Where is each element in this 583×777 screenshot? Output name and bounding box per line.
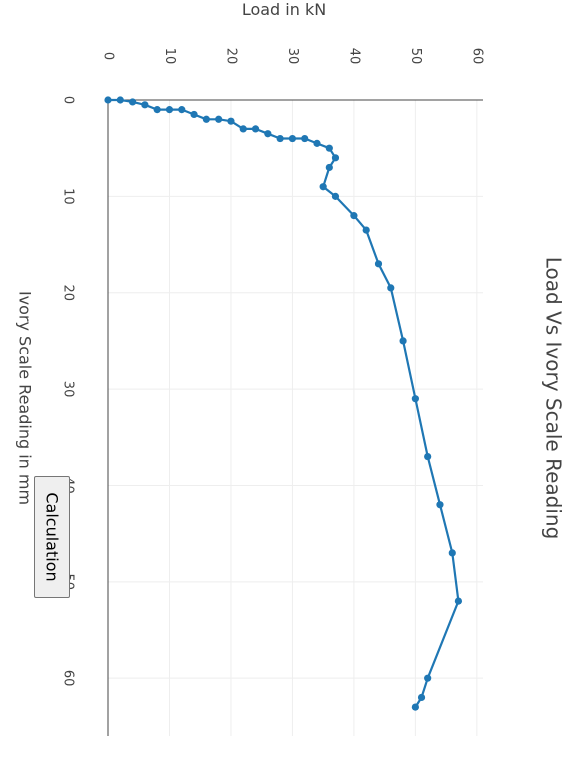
data-point — [104, 96, 112, 104]
data-point — [331, 154, 340, 162]
data-point — [448, 549, 456, 557]
data-series — [104, 96, 463, 711]
tick-labels: 01020304050600102030405060 — [61, 48, 485, 687]
data-point — [251, 125, 260, 133]
data-point — [141, 101, 149, 109]
data-point — [411, 703, 419, 711]
y-tick-label: 40 — [346, 48, 361, 65]
data-point — [374, 260, 383, 268]
data-point — [301, 134, 309, 143]
data-point — [153, 106, 161, 114]
data-point — [313, 139, 321, 147]
y-tick-label: 0 — [101, 52, 116, 60]
chart-title: Load Vs Ivory Scale Reading — [542, 257, 566, 540]
data-point — [417, 693, 426, 702]
data-point — [411, 395, 419, 403]
data-point — [331, 192, 340, 200]
calculation-button-label: Calculation — [42, 492, 62, 582]
y-axis-title: Load in kN — [242, 0, 326, 19]
y-tick-label: 60 — [469, 48, 484, 65]
x-tick-label: 10 — [61, 188, 76, 205]
data-point — [350, 212, 358, 220]
series-line — [108, 98, 460, 708]
data-point — [399, 337, 407, 345]
data-point — [276, 134, 284, 143]
data-point — [288, 134, 297, 143]
data-point — [227, 117, 235, 125]
data-point — [190, 110, 198, 119]
y-tick-label: 20 — [223, 48, 238, 65]
data-point — [319, 183, 327, 191]
x-tick-label: 20 — [61, 284, 76, 301]
data-point — [128, 98, 137, 106]
data-point — [325, 144, 333, 152]
data-point — [387, 284, 395, 292]
data-point — [202, 115, 210, 123]
data-point — [424, 674, 432, 682]
gridlines — [108, 100, 483, 736]
data-point — [178, 106, 186, 114]
data-point — [165, 106, 174, 114]
y-tick-label: 30 — [285, 48, 300, 65]
x-tick-label: 60 — [61, 670, 76, 687]
y-tick-label: 10 — [162, 48, 177, 65]
data-point — [325, 163, 333, 172]
x-axis-title: Ivory Scale Reading in mm — [16, 291, 35, 505]
x-tick-label: 30 — [61, 381, 76, 398]
data-point — [239, 125, 247, 133]
data-point — [264, 130, 272, 138]
calculation-button[interactable]: Calculation — [34, 476, 70, 598]
data-point — [215, 115, 223, 123]
axes — [107, 99, 483, 736]
data-point — [436, 501, 444, 509]
data-point — [454, 597, 463, 605]
y-tick-label: 50 — [408, 48, 423, 65]
data-point — [116, 96, 124, 104]
x-tick-label: 0 — [61, 96, 76, 104]
data-point — [424, 452, 432, 461]
data-point — [362, 226, 370, 234]
